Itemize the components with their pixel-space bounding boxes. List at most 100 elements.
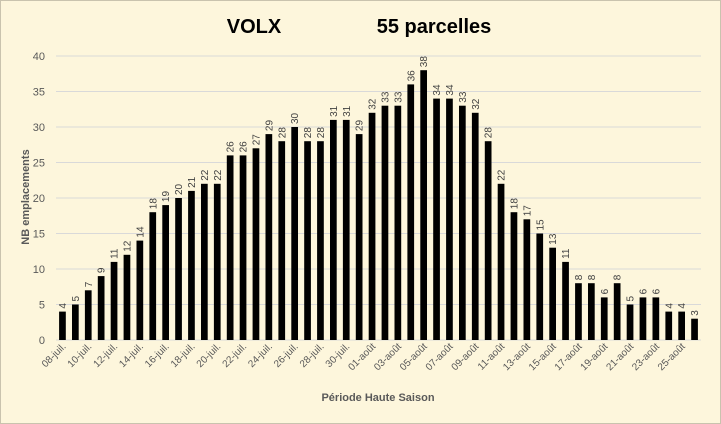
bar — [304, 141, 311, 340]
bar — [497, 183, 505, 340]
bar — [665, 311, 673, 340]
bar — [446, 98, 453, 340]
x-tick-label: 24-juil. — [246, 341, 275, 370]
bar — [110, 261, 118, 340]
x-tick-label: 09-août — [450, 341, 482, 373]
data-label: 32 — [471, 98, 482, 110]
bar — [329, 119, 337, 341]
data-label: 22 — [213, 169, 224, 181]
x-tick-label: 25-août — [656, 341, 688, 373]
chart-title: VOLX — [227, 16, 282, 38]
data-label: 6 — [638, 288, 649, 294]
data-label: 4 — [58, 303, 69, 309]
bar — [549, 247, 557, 340]
data-label: 4 — [664, 303, 675, 309]
x-tick-label: 10-juil. — [66, 341, 95, 370]
data-label: 22 — [497, 169, 508, 181]
data-label: 8 — [574, 274, 585, 280]
bar — [639, 297, 647, 340]
data-label: 3 — [690, 310, 701, 316]
data-label: 21 — [187, 176, 198, 188]
bar — [226, 155, 234, 340]
data-label: 34 — [445, 84, 456, 96]
x-tick-label: 21-août — [604, 341, 636, 373]
bar — [200, 183, 208, 340]
bar — [381, 105, 389, 340]
x-tick-label: 20-juil. — [195, 341, 224, 370]
data-label: 29 — [355, 120, 366, 132]
chart-subtitle: 55 parcelles — [377, 16, 492, 38]
y-tick-label: 20 — [33, 193, 45, 205]
bar — [149, 212, 157, 340]
bar — [407, 84, 415, 341]
data-label: 34 — [432, 84, 443, 96]
bar — [600, 297, 608, 340]
data-label: 29 — [264, 120, 275, 132]
x-tick-label: 15-août — [527, 341, 559, 373]
x-tick-label: 28-juil. — [298, 341, 327, 370]
bar — [355, 134, 363, 340]
bar — [278, 141, 286, 340]
data-label: 19 — [161, 191, 172, 203]
bar — [433, 98, 440, 340]
bar — [536, 233, 544, 340]
bar — [678, 311, 686, 340]
data-label: 8 — [587, 274, 598, 280]
x-tick-label: 23-août — [630, 341, 662, 373]
data-label: 22 — [200, 169, 211, 181]
data-label: 26 — [226, 141, 237, 153]
data-label: 28 — [484, 127, 495, 139]
bar — [368, 112, 376, 340]
y-tick-label: 10 — [33, 264, 45, 276]
data-label: 5 — [626, 296, 637, 302]
x-tick-label: 01-août — [346, 341, 378, 373]
bar — [471, 112, 479, 340]
data-label: 9 — [97, 267, 108, 273]
bar — [59, 311, 66, 340]
x-tick-label: 19-août — [579, 341, 611, 373]
data-label: 33 — [380, 91, 391, 103]
y-tick-label: 0 — [39, 335, 45, 347]
bar — [71, 304, 79, 340]
data-label: 11 — [561, 248, 572, 259]
data-label: 5 — [71, 296, 82, 302]
bar — [317, 141, 324, 340]
data-label: 28 — [277, 127, 288, 139]
data-label: 30 — [290, 112, 301, 124]
data-label: 28 — [316, 127, 327, 139]
x-axis-title: Période Haute Saison — [321, 392, 434, 404]
data-label: 11 — [110, 248, 121, 259]
bar — [575, 283, 582, 340]
y-tick-label: 15 — [33, 229, 45, 241]
bar — [626, 304, 634, 340]
x-tick-label: 13-août — [501, 341, 533, 373]
y-axis-title: NB emplacements — [20, 149, 32, 244]
bar — [510, 212, 518, 340]
data-label: 18 — [509, 198, 520, 210]
bar — [123, 254, 131, 340]
bar — [97, 276, 105, 340]
x-tick-label: 17-août — [553, 341, 585, 373]
bar — [213, 183, 221, 340]
data-label: 33 — [458, 91, 469, 103]
bar — [587, 283, 595, 340]
bar — [562, 261, 569, 340]
y-axis-ticks: 0 5 10 15 20 25 30 35 40 — [33, 51, 45, 347]
bar — [342, 119, 350, 341]
x-tick-label: 18-juil. — [169, 341, 198, 370]
x-tick-label: 05-août — [398, 341, 430, 373]
data-label: 31 — [329, 105, 340, 117]
data-label: 7 — [84, 281, 95, 287]
x-tick-label: 07-août — [424, 341, 456, 373]
data-label: 13 — [548, 233, 559, 245]
data-label: 28 — [303, 127, 314, 139]
x-tick-label: 03-août — [372, 341, 404, 373]
bar — [394, 105, 402, 340]
data-label: 6 — [600, 288, 611, 294]
data-label: 8 — [613, 274, 624, 280]
data-label: 18 — [148, 198, 159, 210]
data-label: 14 — [135, 226, 146, 238]
data-label: 31 — [342, 105, 353, 117]
